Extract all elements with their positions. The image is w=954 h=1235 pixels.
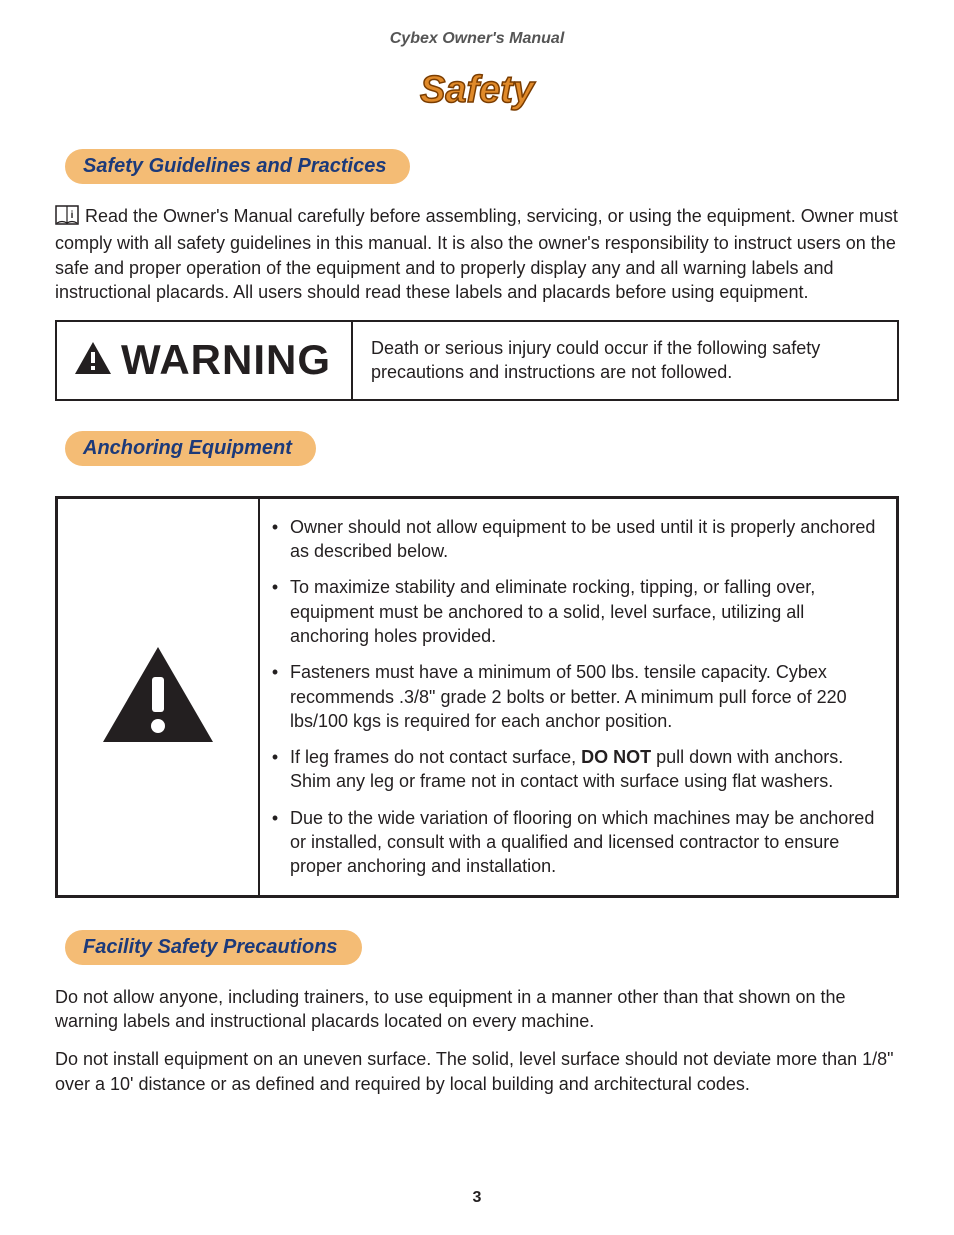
- bullet-icon: •: [260, 806, 290, 879]
- bullet-icon: •: [260, 745, 290, 794]
- bullet-icon: •: [260, 515, 290, 564]
- guidelines-intro-text: Read the Owner's Manual carefully before…: [55, 206, 898, 302]
- section-heading-guidelines: Safety Guidelines and Practices: [65, 149, 410, 184]
- safety-heading-icon: Safety: [392, 66, 562, 114]
- anchoring-list: •Owner should not allow equipment to be …: [260, 509, 886, 885]
- anchoring-icon-cell: [58, 499, 260, 895]
- section-heading-facility: Facility Safety Precautions: [65, 930, 362, 965]
- facility-paragraph: Do not allow anyone, including trainers,…: [55, 985, 899, 1034]
- anchoring-item: •Owner should not allow equipment to be …: [260, 509, 886, 570]
- doc-title: Cybex Owner's Manual: [55, 30, 899, 48]
- anchoring-item-text: Due to the wide variation of flooring on…: [290, 806, 878, 879]
- section-heading-anchoring: Anchoring Equipment: [65, 431, 316, 466]
- bullet-icon: •: [260, 660, 290, 733]
- warning-label: WARNING: [121, 336, 331, 384]
- anchoring-item: •To maximize stability and eliminate roc…: [260, 569, 886, 654]
- facility-paragraph: Do not install equipment on an uneven su…: [55, 1047, 899, 1096]
- warning-label-cell: WARNING: [57, 322, 353, 399]
- anchoring-item-text: To maximize stability and eliminate rock…: [290, 575, 878, 648]
- guidelines-intro: i Read the Owner's Manual carefully befo…: [55, 204, 899, 304]
- facility-body: Do not allow anyone, including trainers,…: [55, 985, 899, 1096]
- warning-box: WARNING Death or serious injury could oc…: [55, 320, 899, 401]
- bullet-icon: •: [260, 575, 290, 648]
- page-number: 3: [0, 1189, 954, 1207]
- anchoring-item-text: Owner should not allow equipment to be u…: [290, 515, 878, 564]
- anchoring-list-cell: •Owner should not allow equipment to be …: [260, 499, 896, 895]
- svg-text:Safety: Safety: [420, 69, 536, 111]
- warning-text: Death or serious injury could occur if t…: [353, 322, 897, 399]
- anchoring-table: •Owner should not allow equipment to be …: [55, 496, 899, 898]
- svg-text:i: i: [71, 210, 74, 221]
- warning-triangle-icon: [73, 340, 113, 381]
- anchoring-item: •Due to the wide variation of flooring o…: [260, 800, 886, 885]
- book-info-icon: i: [55, 205, 79, 231]
- anchoring-item: •If leg frames do not contact surface, D…: [260, 739, 886, 800]
- manual-page: Cybex Owner's Manual Safety Safety Guide…: [0, 0, 954, 1235]
- caution-triangle-icon: [98, 642, 218, 752]
- anchoring-item-text: Fasteners must have a minimum of 500 lbs…: [290, 660, 878, 733]
- anchoring-item: •Fasteners must have a minimum of 500 lb…: [260, 654, 886, 739]
- anchoring-item-text: If leg frames do not contact surface, DO…: [290, 745, 878, 794]
- chapter-title: Safety: [55, 66, 899, 119]
